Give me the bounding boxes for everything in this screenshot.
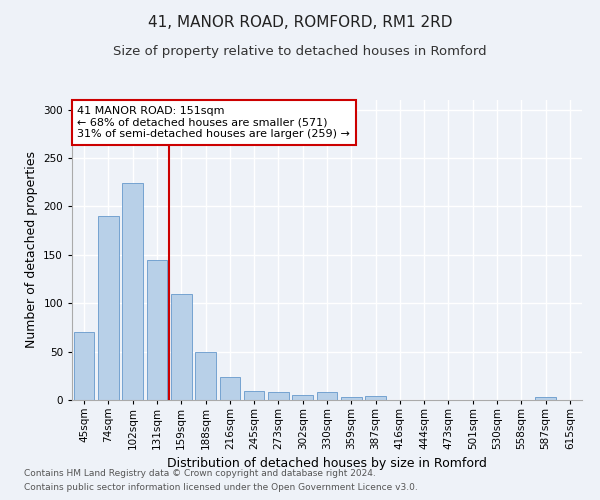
Bar: [195, 352, 216, 400]
Text: Contains public sector information licensed under the Open Government Licence v3: Contains public sector information licen…: [24, 484, 418, 492]
Y-axis label: Number of detached properties: Number of detached properties: [25, 152, 38, 348]
X-axis label: Distribution of detached houses by size in Romford: Distribution of detached houses by size …: [167, 458, 487, 470]
Bar: [74, 332, 94, 400]
Bar: [220, 377, 240, 400]
Bar: [122, 183, 143, 400]
Bar: [171, 294, 191, 400]
Bar: [268, 392, 289, 400]
Text: 41 MANOR ROAD: 151sqm
← 68% of detached houses are smaller (571)
31% of semi-det: 41 MANOR ROAD: 151sqm ← 68% of detached …: [77, 106, 350, 139]
Bar: [244, 392, 265, 400]
Bar: [535, 397, 556, 400]
Bar: [146, 260, 167, 400]
Bar: [98, 216, 119, 400]
Text: 41, MANOR ROAD, ROMFORD, RM1 2RD: 41, MANOR ROAD, ROMFORD, RM1 2RD: [148, 15, 452, 30]
Bar: [365, 396, 386, 400]
Bar: [317, 392, 337, 400]
Text: Contains HM Land Registry data © Crown copyright and database right 2024.: Contains HM Land Registry data © Crown c…: [24, 468, 376, 477]
Text: Size of property relative to detached houses in Romford: Size of property relative to detached ho…: [113, 45, 487, 58]
Bar: [292, 395, 313, 400]
Bar: [341, 397, 362, 400]
